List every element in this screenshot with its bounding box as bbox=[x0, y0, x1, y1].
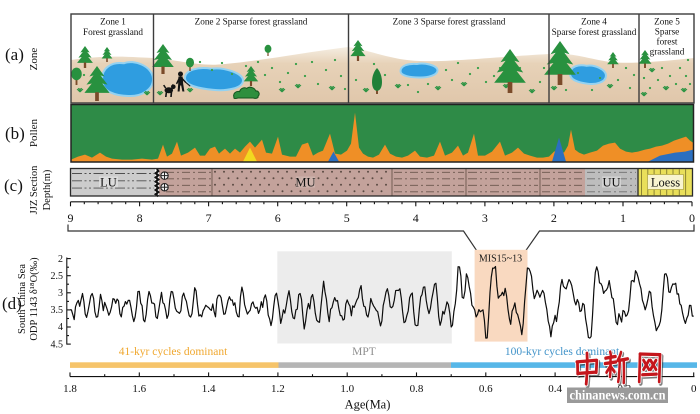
svg-text:Loess: Loess bbox=[651, 176, 680, 190]
svg-text:3: 3 bbox=[58, 288, 63, 299]
svg-text:Zone 2 Sparse forest grassland: Zone 2 Sparse forest grassland bbox=[195, 17, 308, 27]
svg-text:MU: MU bbox=[295, 176, 315, 190]
svg-text:Zone 4: Zone 4 bbox=[581, 17, 607, 27]
svg-text:Zone: Zone bbox=[28, 48, 40, 71]
svg-text:Sparse forest grassland: Sparse forest grassland bbox=[552, 27, 637, 37]
svg-text:4: 4 bbox=[58, 322, 63, 333]
svg-text:1.6: 1.6 bbox=[132, 383, 146, 395]
svg-text:chinanews.com.cn: chinanews.com.cn bbox=[570, 388, 667, 403]
svg-text:4: 4 bbox=[413, 211, 419, 225]
svg-text:2: 2 bbox=[551, 211, 557, 225]
svg-text:Pollen: Pollen bbox=[28, 118, 40, 147]
svg-text:Zone 1: Zone 1 bbox=[100, 17, 126, 27]
svg-text:forest: forest bbox=[657, 37, 678, 47]
svg-text:(a): (a) bbox=[5, 45, 24, 64]
svg-text:0: 0 bbox=[691, 383, 697, 395]
svg-text:(d): (d) bbox=[2, 294, 22, 313]
svg-text:1.8: 1.8 bbox=[63, 383, 77, 395]
svg-text:Depth(m): Depth(m) bbox=[42, 169, 53, 210]
svg-text:Zone 5: Zone 5 bbox=[654, 17, 680, 27]
svg-text:LU: LU bbox=[100, 176, 117, 190]
svg-text:South China Sea: South China Sea bbox=[17, 264, 28, 334]
svg-text:UU: UU bbox=[602, 176, 620, 190]
svg-text:1.4: 1.4 bbox=[202, 383, 216, 395]
svg-text:2: 2 bbox=[58, 254, 63, 265]
svg-text:ODP 1143 δ¹⁸O(‰): ODP 1143 δ¹⁸O(‰) bbox=[29, 257, 40, 341]
svg-text:7: 7 bbox=[206, 211, 212, 225]
svg-text:Zone 3 Sparse forest grasslan: Zone 3 Sparse forest grassland bbox=[393, 17, 506, 27]
svg-text:0.8: 0.8 bbox=[410, 383, 424, 395]
svg-text:1.0: 1.0 bbox=[340, 383, 354, 395]
svg-text:9: 9 bbox=[68, 211, 74, 225]
svg-text:grassland: grassland bbox=[650, 47, 685, 57]
svg-text:1.2: 1.2 bbox=[271, 383, 285, 395]
svg-text:8: 8 bbox=[137, 211, 143, 225]
svg-text:0.6: 0.6 bbox=[479, 383, 493, 395]
svg-text:MIS15~13: MIS15~13 bbox=[479, 254, 522, 265]
svg-text:3: 3 bbox=[482, 211, 488, 225]
svg-text:3.5: 3.5 bbox=[51, 305, 64, 316]
svg-text:1: 1 bbox=[620, 211, 626, 225]
svg-text:4.5: 4.5 bbox=[51, 339, 64, 350]
svg-text:(c): (c) bbox=[4, 176, 23, 195]
svg-text:Age(Ma): Age(Ma) bbox=[345, 398, 391, 412]
svg-text:5: 5 bbox=[344, 211, 350, 225]
svg-text:6: 6 bbox=[275, 211, 281, 225]
svg-text:Sparse: Sparse bbox=[655, 27, 680, 37]
svg-text:0.4: 0.4 bbox=[548, 383, 562, 395]
svg-text:JJZ Section: JJZ Section bbox=[29, 165, 40, 214]
svg-text:(b): (b) bbox=[5, 124, 25, 143]
svg-text:Forest grassland: Forest grassland bbox=[83, 27, 143, 37]
svg-text:MPT: MPT bbox=[352, 346, 376, 358]
svg-text:0: 0 bbox=[689, 211, 695, 225]
svg-text:2.5: 2.5 bbox=[51, 271, 64, 282]
svg-text:100-kyr cycles dominant: 100-kyr cycles dominant bbox=[505, 346, 620, 358]
svg-text:41-kyr cycles dominant: 41-kyr cycles dominant bbox=[119, 346, 228, 358]
